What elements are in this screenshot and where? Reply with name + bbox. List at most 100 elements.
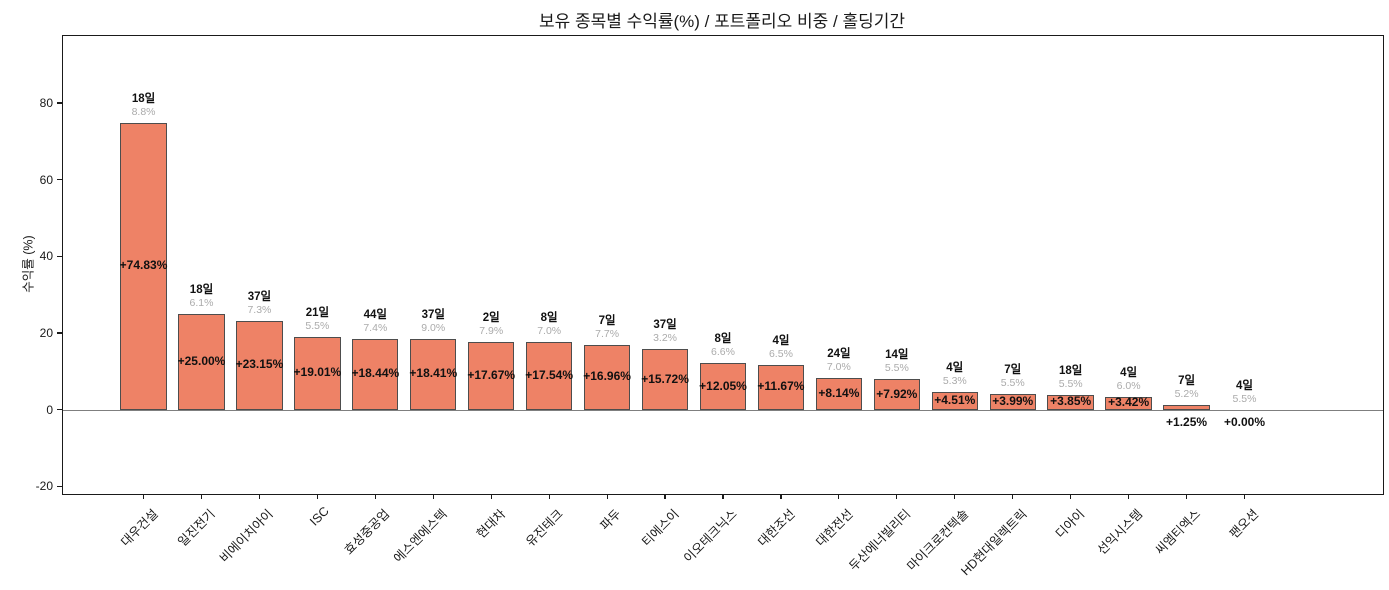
bar-weight-label: 5.5% [1000, 377, 1025, 390]
bar [178, 313, 225, 410]
bar-return-label: +7.92% [876, 386, 918, 401]
y-tick-label: -20 [35, 479, 53, 494]
x-tick-label: 대한전선 [813, 506, 856, 550]
x-tick-mark [1185, 494, 1188, 499]
y-tick-label: 20 [39, 326, 53, 341]
bar [699, 363, 747, 410]
bar-return-label: +19.01% [293, 365, 342, 380]
bar [525, 342, 573, 410]
bar-weight-label: 7.0% [826, 361, 851, 374]
bar-return-label: +8.14% [818, 386, 860, 401]
x-tick-mark [1012, 494, 1014, 499]
bar [352, 339, 399, 410]
bar [815, 378, 863, 410]
bar-weight-label: 7.0% [537, 325, 562, 338]
bar-days-label: 18일 [1058, 364, 1083, 377]
bar [410, 339, 457, 410]
bar-weight-label: 5.5% [1058, 377, 1083, 390]
x-tick-label: 현대차 [473, 506, 508, 542]
x-tick-label: 일진전기 [175, 506, 219, 550]
bar-weight-label: 5.5% [305, 319, 330, 332]
x-tick-mark [1070, 494, 1072, 499]
bar-days-label: 24일 [827, 348, 851, 361]
x-tick-label: 효성중공업 [341, 506, 393, 558]
x-tick-mark [606, 494, 608, 499]
x-tick-mark [780, 494, 782, 499]
bar-days-label: 37일 [653, 319, 677, 332]
x-tick-mark [838, 494, 840, 499]
y-tick-label: 80 [39, 96, 53, 111]
bar-return-label: +3.85% [1050, 394, 1092, 409]
x-tick-mark [1243, 494, 1246, 499]
bar-days-label: 4일 [1120, 366, 1138, 379]
bar-days-label: 4일 [1236, 379, 1253, 392]
bar-days-label: 4일 [946, 362, 964, 375]
bar-days-label: 7일 [1004, 364, 1022, 377]
bar-weight-label: 5.5% [1232, 392, 1257, 405]
x-tick-mark [1128, 494, 1130, 499]
bar-weight-label: 7.9% [479, 324, 504, 337]
y-tick-mark [57, 409, 62, 411]
x-tick-mark [142, 494, 145, 499]
bar-return-label: +17.67% [467, 367, 516, 382]
bar [294, 336, 341, 410]
x-tick-label: 대우건설 [117, 506, 161, 550]
bar [1047, 394, 1094, 410]
bar [468, 341, 515, 410]
bar-weight-label: 9.0% [421, 322, 446, 335]
bar-weight-label: 7.7% [595, 327, 620, 340]
x-tick-mark [722, 494, 724, 499]
plot-area: -20 0 20 40 60 80 +74.83% 18일 8.8% 대우건설 +25.00% 18일… [36, 35, 1384, 578]
bar-return-label: +17.54% [525, 368, 574, 383]
bar-return-label: +74.83% [119, 258, 168, 273]
bar-return-label: +23.15% [235, 357, 284, 372]
bar-return-label: +0.00% [1223, 414, 1266, 429]
x-tick-label: 티에스이 [639, 506, 682, 550]
y-tick-label: 40 [39, 249, 53, 264]
x-tick-label: 대한조선 [755, 506, 798, 550]
zero-line [63, 409, 1383, 411]
bar-weight-label: 3.2% [653, 332, 678, 345]
bar-weight-label: 7.3% [247, 303, 272, 316]
bar [120, 122, 167, 410]
x-tick-mark [374, 494, 376, 499]
y-tick-mark [57, 255, 62, 257]
x-tick-label: 에스엔에스텍 [391, 506, 451, 566]
bar-days-label: 8일 [714, 333, 732, 346]
bar-return-label: +12.05% [699, 378, 747, 393]
bar-return-label: +11.67% [757, 379, 805, 394]
x-tick-mark [316, 494, 318, 499]
x-tick-label: 씨엠티엑스 [1152, 506, 1204, 558]
y-axis-label: 수익률 (%) [21, 235, 36, 293]
x-tick-label: ISC [306, 504, 332, 529]
x-tick-mark [490, 494, 492, 499]
bar-return-label: +4.51% [934, 393, 976, 408]
bar-days-label: 37일 [421, 309, 445, 322]
bar-weight-label: 7.4% [363, 322, 388, 334]
x-tick-mark [548, 494, 550, 499]
bar [1163, 404, 1210, 410]
bar-weight-label: 6.5% [768, 347, 793, 360]
chart-title: 보유 종목별 수익률(%) / 포트폴리오 비중 / 홀딩기간 [538, 12, 906, 31]
x-tick-label: 팬오션 [1226, 506, 1262, 542]
bar-weight-label: 6.6% [711, 346, 735, 359]
y-tick-label: 60 [39, 172, 53, 187]
bar-weight-label: 8.8% [131, 105, 156, 118]
bar-days-label: 2일 [482, 311, 500, 324]
bar-return-label: +25.00% [177, 353, 226, 368]
bar-days-label: 18일 [189, 283, 214, 296]
bar-days-label: 37일 [247, 290, 272, 303]
bar-days-label: 7일 [598, 314, 616, 327]
bar-days-label: 44일 [363, 309, 387, 321]
bar-days-label: 18일 [131, 92, 156, 105]
bar-days-label: 4일 [772, 334, 790, 347]
bar [873, 379, 920, 410]
x-tick-label: 디아이 [1053, 506, 1088, 542]
bar-days-label: 21일 [305, 306, 330, 319]
x-tick-mark [432, 494, 434, 499]
bar-days-label: 14일 [885, 349, 909, 362]
bar-return-label: +15.72% [641, 371, 689, 386]
bar-return-label: +3.42% [1108, 395, 1150, 410]
x-tick-mark [200, 494, 203, 499]
